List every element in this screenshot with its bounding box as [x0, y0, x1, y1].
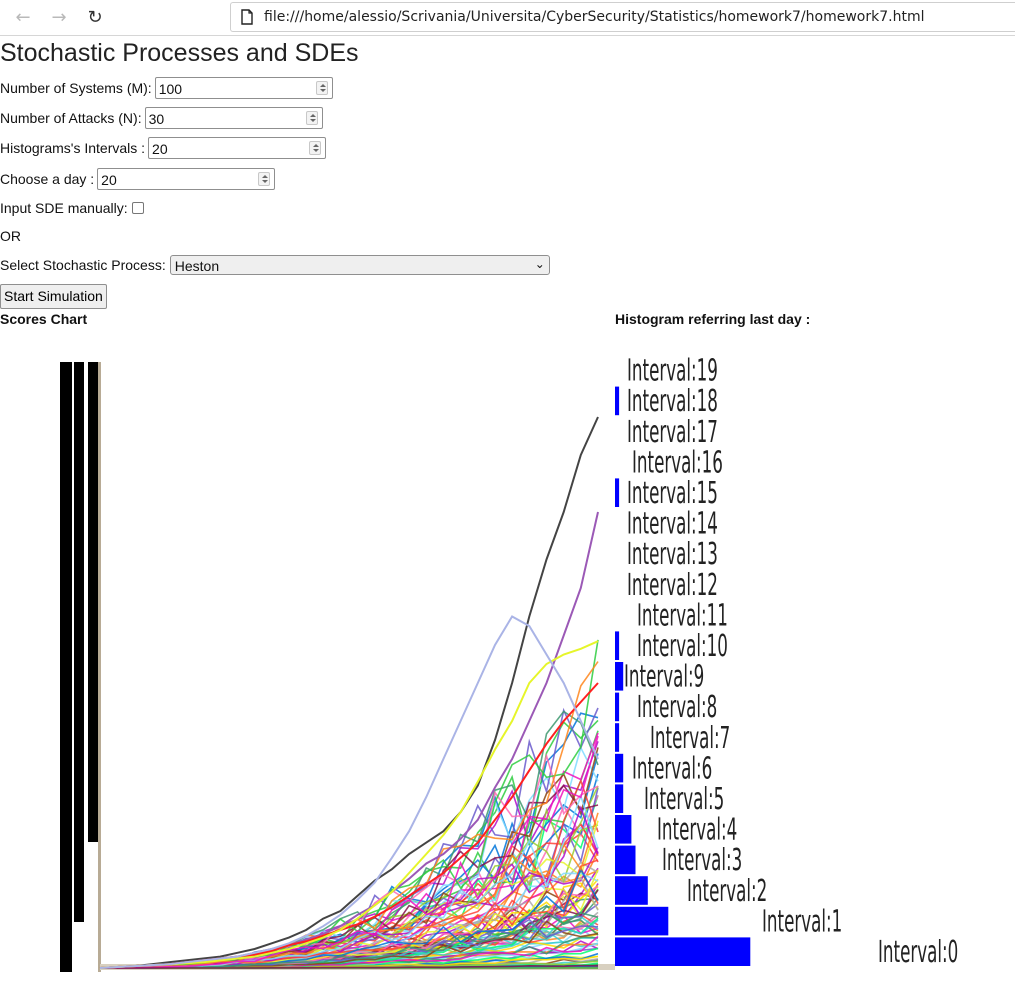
systems-row: Number of Systems (M): 100 — [0, 75, 333, 101]
y-axis-bar — [74, 362, 84, 922]
histogram-bar — [615, 723, 620, 752]
process-row: Select Stochastic Process: Heston ⌄ — [0, 252, 550, 278]
highlight-series-line — [99, 511, 599, 969]
hist-labels: Interval:0 Interval:1Interval:2Interval:3… — [624, 353, 958, 969]
histogram-bar-label: Interval:7 — [650, 720, 730, 755]
process-selected-value: Heston — [174, 258, 220, 274]
histogram-bar-label: Interval:4 — [657, 812, 737, 847]
highlight-series-line — [99, 416, 599, 969]
histogram-bar — [615, 937, 751, 966]
document-icon — [241, 9, 253, 25]
scores-lines — [99, 416, 599, 969]
histogram-bar-label: Interval:17 — [627, 414, 718, 449]
histogram-bar-label: Interval:16 — [632, 445, 723, 480]
y-axis-line — [98, 362, 101, 972]
series-line — [100, 735, 599, 969]
intervals-label: Histograms's Intervals : — [0, 140, 146, 156]
sde-manual-label: Input SDE manually: — [0, 200, 128, 216]
histogram-bar-label: Interval:14 — [627, 506, 718, 541]
histogram-label: Histogram referring last day : — [615, 311, 811, 327]
histogram-bar-label: Interval:3 — [662, 843, 742, 878]
y-axis-bar — [60, 362, 72, 972]
histogram-bar — [615, 631, 620, 660]
scores-chart-label: Scores Chart — [0, 311, 88, 327]
systems-value: 100 — [158, 81, 183, 97]
histogram-bar-label: Interval:9 — [624, 659, 704, 694]
histogram-bar-label: Interval:1 — [762, 904, 842, 939]
day-row: Choose a day : 20 — [0, 166, 276, 192]
chevron-down-icon: ⌄ — [534, 257, 545, 271]
histogram-bar-label: Interval:13 — [627, 537, 718, 572]
intervals-value: 20 — [152, 141, 168, 157]
highlight-series-line — [99, 615, 599, 969]
spinner-icon[interactable] — [315, 81, 328, 95]
attacks-input[interactable]: 30 — [144, 107, 323, 129]
histogram-bar-label: Interval:10 — [637, 628, 728, 663]
process-select[interactable]: Heston ⌄ — [169, 255, 550, 275]
histogram-bar-label: Interval:2 — [687, 873, 767, 908]
systems-label: Number of Systems (M): — [0, 80, 152, 96]
histogram-bar-label: Interval:12 — [627, 567, 718, 602]
histogram-bar-label: Interval:8 — [637, 690, 717, 725]
browser-toolbar: ← → ↻ file:///home/alessio/Scrivania/Uni… — [0, 0, 1015, 36]
reload-icon[interactable]: ↻ — [87, 7, 103, 28]
attacks-label: Number of Attacks (N): — [0, 110, 142, 126]
spinner-icon[interactable] — [258, 172, 271, 186]
histogram-bar — [615, 784, 624, 813]
histogram-bar — [615, 845, 636, 875]
series-line — [100, 964, 599, 969]
sde-manual-checkbox[interactable] — [131, 202, 144, 214]
histogram-bar — [615, 662, 624, 691]
attacks-value: 30 — [148, 111, 165, 127]
histogram-bar-label: Interval:15 — [627, 475, 718, 510]
forward-arrow-icon[interactable]: → — [51, 7, 67, 28]
histogram-bar — [615, 478, 620, 507]
hist-bars — [615, 386, 751, 966]
back-arrow-icon[interactable]: ← — [15, 7, 31, 28]
attacks-row: Number of Attacks (N): 30 — [0, 105, 323, 131]
scores-chart — [60, 362, 615, 972]
sde-manual-row: Input SDE manually: — [0, 195, 144, 221]
histogram-bar — [615, 753, 624, 783]
histogram-bar-label: Interval:19 — [627, 353, 718, 388]
histogram-bar-label: Interval:6 — [632, 751, 712, 786]
day-label: Choose a day : — [0, 171, 95, 187]
histogram-bar — [615, 906, 669, 936]
or-text: OR — [0, 228, 21, 244]
histogram-bar — [615, 692, 620, 722]
intervals-row: Histograms's Intervals : 20 — [0, 135, 327, 161]
start-simulation-button[interactable]: Start Simulation — [0, 283, 107, 309]
or-row: OR — [0, 223, 21, 249]
page-title: Stochastic Processes and SDEs — [0, 39, 359, 67]
day-input[interactable]: 20 — [97, 168, 276, 190]
address-bar[interactable]: file:///home/alessio/Scrivania/Universit… — [230, 2, 1015, 32]
page-content: Stochastic Processes and SDEs Number of … — [0, 36, 1015, 984]
histogram-chart: Interval:0 Interval:1Interval:2Interval:3… — [615, 353, 958, 969]
histogram-bar — [615, 815, 632, 844]
histogram-bar-label: Interval:0 — [878, 934, 958, 969]
histogram-bar — [615, 386, 620, 416]
y-axis-bar — [88, 362, 98, 842]
start-row: Start Simulation — [0, 283, 107, 309]
process-label: Select Stochastic Process: — [0, 257, 166, 273]
spinner-icon[interactable] — [305, 111, 318, 125]
systems-input[interactable]: 100 — [154, 77, 333, 99]
histogram-bar-label: Interval:18 — [627, 384, 718, 419]
intervals-input[interactable]: 20 — [148, 137, 327, 159]
histogram-bar-label: Interval:11 — [637, 598, 728, 633]
address-bar-url: file:///home/alessio/Scrivania/Universit… — [264, 9, 925, 25]
histogram-bar-label: Interval:5 — [644, 781, 724, 816]
day-value: 20 — [101, 172, 117, 188]
histogram-bar — [615, 876, 648, 905]
spinner-icon[interactable] — [309, 141, 322, 155]
